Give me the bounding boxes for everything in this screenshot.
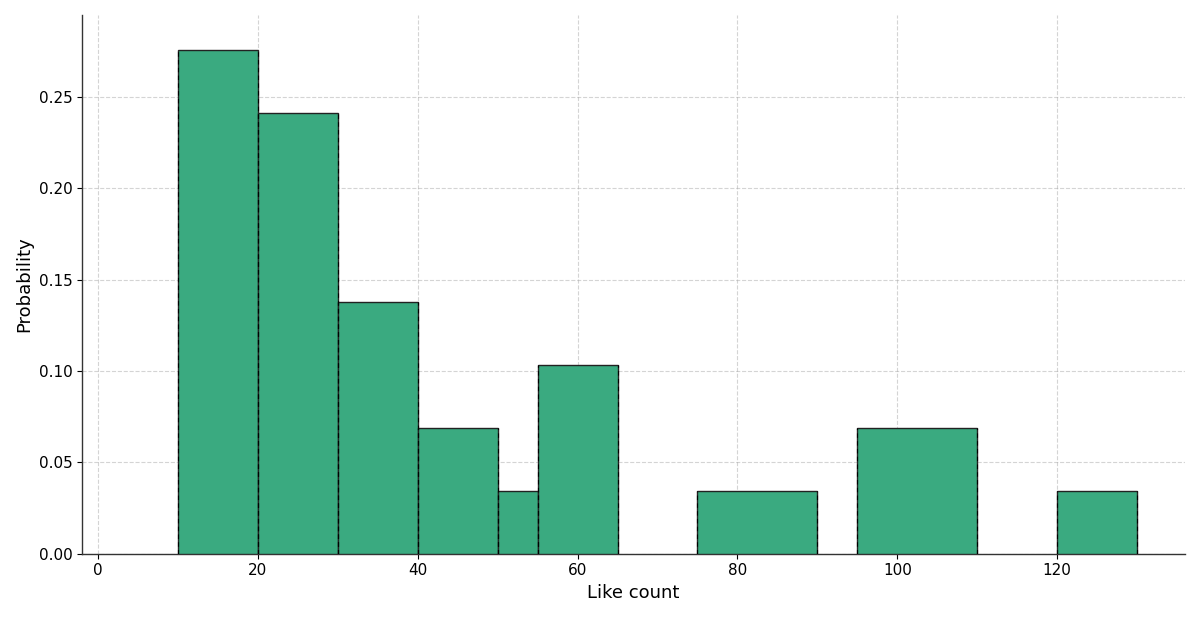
Bar — [538, 365, 618, 553]
Bar — [857, 428, 977, 553]
Bar — [178, 50, 258, 553]
Bar — [498, 491, 538, 553]
Bar — [697, 491, 817, 553]
Bar — [337, 302, 418, 553]
Y-axis label: Probability: Probability — [14, 236, 32, 332]
X-axis label: Like count: Like count — [587, 584, 679, 602]
Bar — [1057, 491, 1138, 553]
Bar — [418, 428, 498, 553]
Bar — [258, 113, 337, 553]
